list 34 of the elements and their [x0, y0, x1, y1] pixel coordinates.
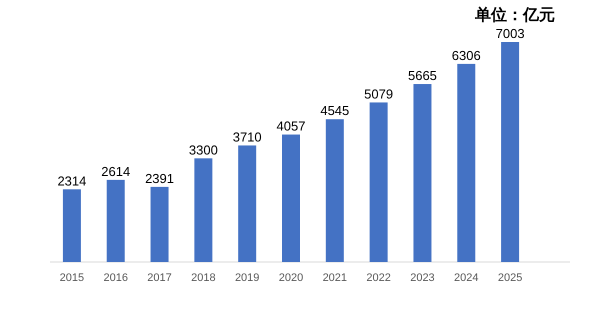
x-tick-label: 2019 — [234, 272, 260, 284]
bar — [326, 119, 344, 262]
data-label: 2391 — [145, 170, 174, 186]
data-label: 3300 — [188, 142, 218, 158]
data-label: 4545 — [320, 103, 350, 118]
chart-subtitle: 单位：亿元 — [474, 6, 555, 24]
x-tick-label: 2024 — [454, 272, 479, 284]
bar — [413, 84, 432, 262]
data-label: 5665 — [408, 68, 437, 84]
data-label: 7003 — [496, 26, 525, 41]
x-tick-label: 2016 — [103, 272, 128, 284]
bar — [370, 102, 388, 262]
bar — [282, 134, 300, 262]
x-tick-label: 2015 — [60, 272, 84, 284]
data-label: 6306 — [452, 48, 481, 63]
x-tick-label: 2017 — [147, 272, 172, 284]
bar — [62, 189, 81, 262]
data-label: 2314 — [57, 173, 86, 188]
x-tick-label: 2018 — [191, 272, 216, 284]
data-label: 4057 — [276, 118, 306, 134]
x-tick-label: 2022 — [366, 272, 391, 284]
bar — [194, 158, 212, 262]
bar — [501, 42, 520, 262]
data-label: 3710 — [232, 129, 262, 144]
x-tick-label: 2021 — [322, 272, 348, 284]
bar — [238, 145, 256, 262]
x-tick-label: 2023 — [410, 272, 435, 284]
bar — [150, 186, 169, 262]
bar — [106, 180, 125, 262]
data-label: 2614 — [101, 164, 130, 179]
bar — [457, 64, 476, 262]
x-tick-label: 2025 — [498, 272, 522, 284]
data-label: 5079 — [364, 86, 394, 102]
x-tick-label: 2020 — [278, 272, 304, 284]
